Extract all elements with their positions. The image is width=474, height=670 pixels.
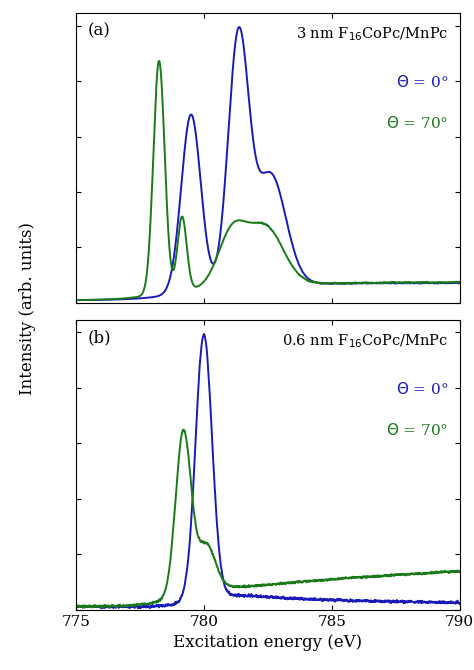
Text: (a): (a) bbox=[87, 22, 110, 39]
Text: $\Theta$ = 0°: $\Theta$ = 0° bbox=[396, 74, 448, 90]
Text: $\Theta$ = 70°: $\Theta$ = 70° bbox=[386, 421, 448, 438]
Text: $\Theta$ = 70°: $\Theta$ = 70° bbox=[386, 115, 448, 131]
Text: Intensity (arb. units): Intensity (arb. units) bbox=[19, 222, 36, 395]
X-axis label: Excitation energy (eV): Excitation energy (eV) bbox=[173, 634, 362, 651]
Text: 3 nm F$_{16}$CoPc/MnPc: 3 nm F$_{16}$CoPc/MnPc bbox=[296, 25, 448, 43]
Text: 0.6 nm F$_{16}$CoPc/MnPc: 0.6 nm F$_{16}$CoPc/MnPc bbox=[282, 332, 448, 350]
Text: (b): (b) bbox=[87, 329, 111, 346]
Text: $\Theta$ = 0°: $\Theta$ = 0° bbox=[396, 381, 448, 397]
